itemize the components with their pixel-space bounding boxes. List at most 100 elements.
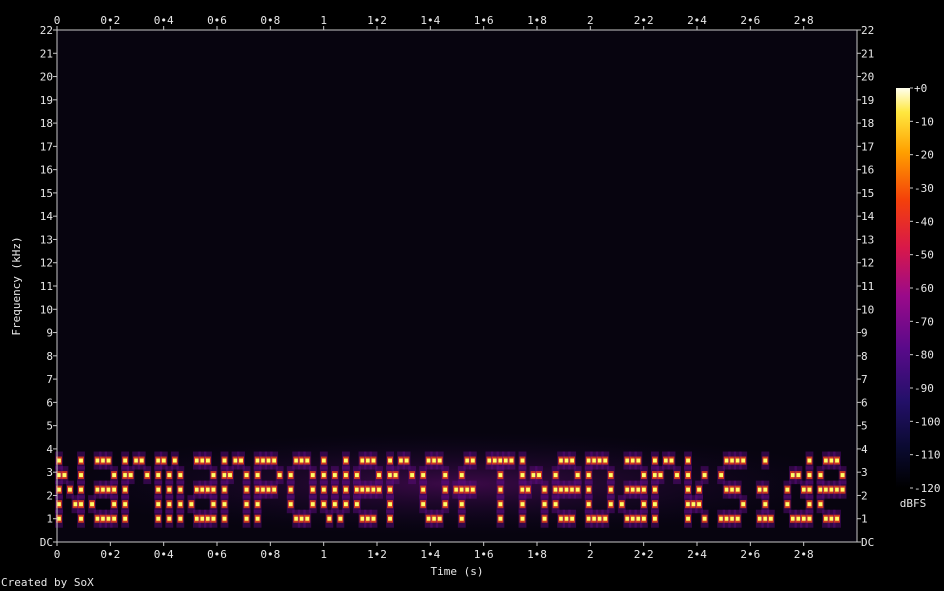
spectral-dot <box>79 458 83 463</box>
spectral-dot <box>807 502 812 507</box>
spectral-dot <box>255 487 260 492</box>
spectral-dot <box>294 458 299 463</box>
colorbar-tick-label: -10 <box>914 115 934 128</box>
spectral-dot <box>343 458 348 463</box>
y-tick-label-right: 19 <box>861 94 874 107</box>
spectral-dot <box>630 487 635 492</box>
x-tick-label: 0 <box>54 548 61 561</box>
spectral-dot <box>824 516 828 521</box>
spectral-dot <box>134 458 139 463</box>
spectral-dot <box>95 458 100 463</box>
spectral-dot <box>321 502 326 507</box>
spectral-dot <box>343 473 348 478</box>
spectral-dot <box>432 516 437 521</box>
spectral-dot <box>641 502 646 507</box>
spectral-dot <box>222 458 227 463</box>
spectral-dot <box>818 473 823 478</box>
credit-text: Created by SoX <box>1 576 94 589</box>
spectral-dot <box>272 487 277 492</box>
spectral-dot <box>222 487 227 492</box>
spectral-dot <box>194 458 199 463</box>
spectral-dot <box>542 516 547 521</box>
spectral-dot <box>388 458 392 463</box>
spectral-dot <box>531 473 536 478</box>
spectral-dot <box>261 487 266 492</box>
y-tick-label: 14 <box>40 210 54 223</box>
spectral-dot <box>211 516 216 521</box>
spectral-dot <box>228 473 232 478</box>
spectral-dot <box>763 502 768 507</box>
spectral-dot <box>796 473 801 478</box>
spectral-dot <box>741 502 746 507</box>
spectral-dot <box>178 502 183 507</box>
spectral-dot <box>730 487 735 492</box>
y-tick-label: 8 <box>46 350 53 363</box>
spectral-dot <box>360 458 365 463</box>
spectral-dot <box>636 516 641 521</box>
spectral-dot <box>332 487 337 492</box>
spectral-dot <box>101 487 106 492</box>
spectral-dot <box>697 487 702 492</box>
spectral-dot <box>437 516 442 521</box>
spectral-dot <box>266 487 271 492</box>
spectral-dot <box>206 516 210 521</box>
spectrogram-marks <box>55 432 857 536</box>
spectral-dot <box>272 458 277 463</box>
spectral-dot <box>724 458 729 463</box>
spectral-dot <box>498 516 503 521</box>
spectral-dot <box>172 458 177 463</box>
spectral-dot <box>664 458 668 463</box>
colorbar-tick-label: -80 <box>914 349 934 362</box>
x-tick-label-top: 2•8 <box>794 14 814 27</box>
x-tick-label: 1•4 <box>420 548 440 561</box>
colorbar-tick-label: +0 <box>914 82 927 95</box>
y-tick-label-right: 13 <box>861 233 874 246</box>
spectral-dot <box>520 516 525 521</box>
spectral-dot <box>321 473 326 478</box>
spectral-dot <box>824 458 828 463</box>
y-tick-label: 13 <box>40 233 53 246</box>
spectral-dot <box>504 458 508 463</box>
spectral-dot <box>305 458 310 463</box>
spectral-dot <box>57 458 61 463</box>
spectral-dot <box>101 458 106 463</box>
spectral-dot <box>741 458 746 463</box>
spectral-dot <box>653 487 657 492</box>
spectral-dot <box>686 516 690 521</box>
spectral-dot <box>454 487 459 492</box>
spectral-dot <box>310 473 315 478</box>
spectral-dot <box>255 458 260 463</box>
spectral-dot <box>106 487 111 492</box>
spectral-dot <box>459 502 464 507</box>
spectral-dot <box>520 487 525 492</box>
y-tick-label: 3 <box>46 466 53 479</box>
y-tick-label: 21 <box>40 47 53 60</box>
spectral-dot <box>824 487 828 492</box>
spectral-dot <box>443 502 448 507</box>
colorbar-tick-label: -100 <box>914 415 941 428</box>
spectral-dot <box>128 473 133 478</box>
spectral-dot <box>653 458 657 463</box>
spectral-dot <box>112 473 117 478</box>
spectral-dot <box>520 473 525 478</box>
spectral-dot <box>206 487 210 492</box>
spectral-dot <box>702 516 707 521</box>
spectral-dot <box>156 487 161 492</box>
spectral-dot <box>57 473 61 478</box>
x-axis-label: Time (s) <box>431 565 484 578</box>
y-tick-label-right: 16 <box>861 164 874 177</box>
spectral-dot <box>62 473 67 478</box>
spectral-dot <box>459 473 464 478</box>
spectral-dot <box>343 502 348 507</box>
spectral-dot <box>443 487 448 492</box>
colorbar-tick-label: -110 <box>914 449 941 462</box>
spectral-dot <box>625 458 630 463</box>
spectral-dot <box>730 516 735 521</box>
spectral-dot <box>371 516 376 521</box>
y-tick-label-right: 5 <box>861 420 868 433</box>
spectral-dot <box>575 487 580 492</box>
spectral-dot <box>123 502 128 507</box>
spectral-dot <box>106 458 111 463</box>
spectral-dot <box>239 458 243 463</box>
x-tick-label: 2•8 <box>794 548 814 561</box>
